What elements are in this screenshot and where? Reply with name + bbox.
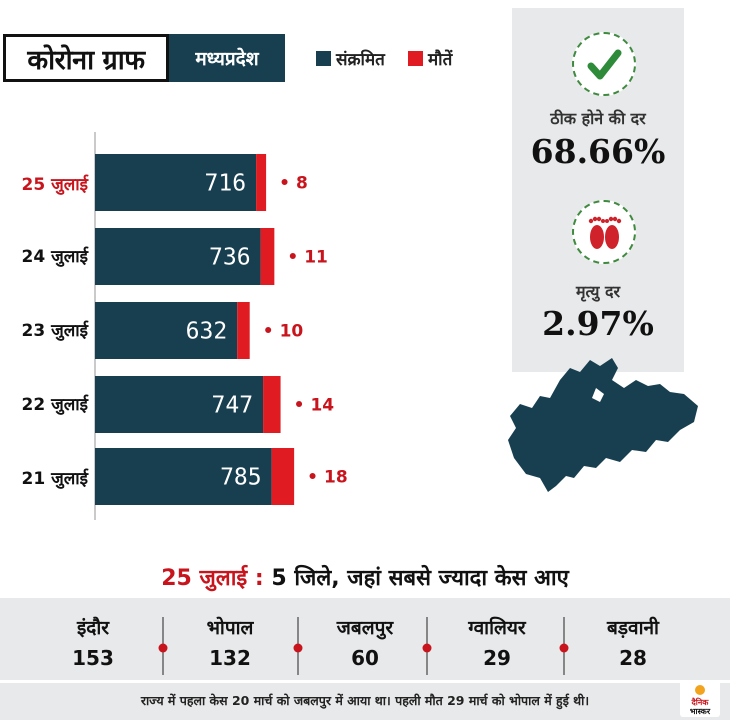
legend-label-infected: संक्रमित — [336, 50, 385, 70]
district-separator — [559, 617, 569, 675]
death-value: 10 — [280, 322, 304, 342]
district-item: भोपाल 132 — [165, 614, 295, 670]
date-label: 25 जुलाई — [21, 175, 88, 195]
headline-text: 5 जिले, जहां सबसे ज्यादा केस आए — [271, 566, 569, 591]
bar-infected — [95, 376, 264, 433]
state-map-icon — [508, 358, 698, 492]
district-item: इंदौर 153 — [28, 614, 158, 670]
district-name: इंदौर — [76, 617, 110, 639]
district-name: ग्वालियर — [468, 617, 526, 639]
death-value-label: • 8 — [279, 174, 308, 194]
district-cases: 28 — [619, 646, 647, 670]
infected-value-label: 747 — [212, 393, 254, 419]
bullet-dot: • — [279, 174, 290, 194]
date-label: 24 जुलाई — [21, 247, 88, 267]
districts-band — [0, 598, 730, 680]
death-value: 18 — [324, 468, 348, 488]
bar-infected — [95, 154, 257, 211]
death-value: 11 — [304, 248, 328, 268]
chart-title: कोरोना ग्राफ — [3, 34, 169, 82]
death-value: 8 — [296, 174, 308, 194]
district-cases: 60 — [351, 646, 379, 670]
death-value-label: • 11 — [287, 248, 328, 268]
district-item: ग्वालियर 29 — [432, 614, 562, 670]
death-value-label: • 10 — [263, 322, 304, 342]
logo-line1: दैनिक — [691, 697, 710, 707]
legend-item-deaths: मौतें — [408, 47, 452, 70]
state-label: मध्यप्रदेश — [169, 34, 285, 82]
district-separator — [158, 617, 168, 675]
date-label: 22 जुलाई — [21, 395, 88, 415]
district-name: बड़वानी — [607, 617, 659, 639]
death-value-label: • 18 — [307, 468, 348, 488]
districts-headline: 25 जुलाई : 5 जिले, जहां सबसे ज्यादा केस … — [0, 562, 730, 592]
legend-swatch-deaths — [408, 51, 423, 66]
death-value-label: • 14 — [294, 396, 335, 416]
bar-infected — [95, 448, 272, 505]
headline-date: 25 जुलाई — [161, 566, 248, 591]
district-separator — [422, 617, 432, 675]
bar-deaths — [237, 302, 250, 359]
infected-value-label: 632 — [186, 319, 228, 345]
recovery-rate-label: ठीक होने की दर — [550, 109, 646, 128]
date-label: 23 जुलाई — [21, 321, 88, 341]
footer-band — [0, 683, 730, 720]
district-name: भोपाल — [206, 617, 254, 639]
bar-deaths — [260, 228, 275, 285]
death-rate-label: मृत्यु दर — [575, 282, 621, 301]
bullet-dot: • — [287, 248, 298, 268]
bar-deaths — [263, 376, 281, 433]
district-item: बड़वानी 28 — [568, 614, 698, 670]
bullet-dot: • — [263, 322, 274, 342]
recovery-rate-value: 68.66% — [530, 132, 666, 171]
bar-deaths — [271, 448, 295, 505]
footprints-icon — [572, 200, 636, 264]
bar-deaths — [256, 154, 267, 211]
district-name: जबलपुर — [336, 617, 394, 639]
district-cases: 153 — [72, 646, 114, 670]
checkmark-icon — [572, 32, 636, 96]
date-label: 21 जुलाई — [21, 469, 88, 489]
footer-note: राज्य में पहला केस 20 मार्च को जबलपुर मे… — [140, 693, 590, 708]
infected-value-label: 716 — [205, 171, 247, 197]
district-separator — [293, 617, 303, 675]
bar-infected — [95, 228, 261, 285]
publisher-logo: दैनिक भास्कर — [680, 681, 720, 717]
headline-sep: : — [254, 566, 264, 591]
infected-value-label: 736 — [209, 245, 251, 271]
bullet-dot: • — [307, 468, 318, 488]
bar-infected — [95, 302, 238, 359]
legend-label-deaths: मौतें — [428, 50, 453, 70]
legend-swatch-infected — [316, 51, 331, 66]
district-item: जबलपुर 60 — [300, 614, 430, 670]
death-value: 14 — [310, 396, 334, 416]
infected-value-label: 785 — [220, 465, 262, 491]
district-cases: 132 — [209, 646, 251, 670]
logo-line2: भास्कर — [690, 707, 711, 716]
district-cases: 29 — [483, 646, 511, 670]
death-rate-value: 2.97% — [542, 304, 654, 343]
bullet-dot: • — [294, 396, 305, 416]
legend-item-infected: संक्रमित — [316, 47, 385, 70]
